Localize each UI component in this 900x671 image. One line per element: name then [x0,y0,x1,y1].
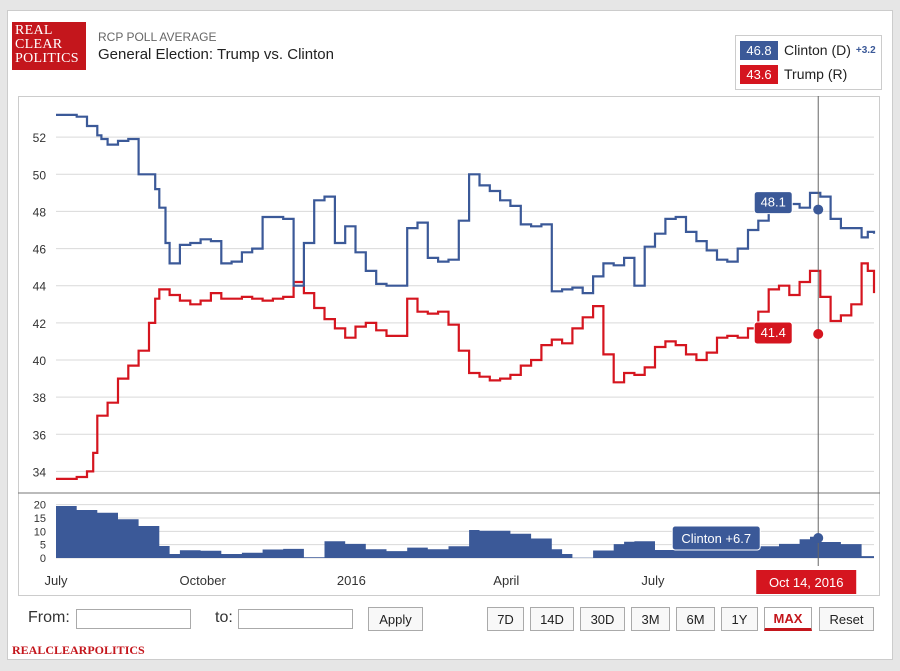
x-tick-label: April [493,573,519,588]
y-tick-label: 40 [33,354,47,368]
spread-y-tick-label: 15 [34,513,46,525]
from-date-input[interactable] [76,609,191,629]
logo-line: POLITICS [15,51,79,66]
spread-y-tick-label: 5 [40,540,46,552]
y-tick-label: 50 [33,168,47,182]
spread-y-tick-label: 20 [34,500,46,512]
y-tick-label: 42 [33,317,47,331]
spread-y-tick-label: 0 [40,553,46,565]
y-tick-label: 34 [33,465,47,479]
cursor-date-text: Oct 14, 2016 [769,575,843,590]
range-1y-button[interactable]: 1Y [721,607,758,631]
spread-cursor-dot [813,533,824,543]
y-tick-label: 38 [33,391,47,405]
x-tick-label: July [44,573,68,588]
chart-area [18,96,880,596]
legend-trump-value: 43.6 [740,64,778,84]
range-max-button[interactable]: MAX [764,607,812,631]
range-controls: From: to: Apply 7D 14D 30D 3M 6M 1Y MAX … [18,600,880,640]
apply-button[interactable]: Apply [368,607,423,631]
reset-button[interactable]: Reset [819,607,874,631]
y-tick-label: 52 [33,131,47,145]
chart-title: General Election: Trump vs. Clinton [98,46,334,63]
logo-line: REAL [15,23,53,38]
footer-brand: REALCLEARPOLITICS [12,643,145,657]
chart-subtitle: RCP POLL AVERAGE [98,30,217,44]
range-6m-button[interactable]: 6M [676,607,715,631]
clinton-callout-box [753,191,793,215]
cursor-date-box [756,570,857,594]
logo-line: CLEAR [15,37,63,52]
rcp-logo: REAL CLEAR POLITICS [12,22,86,70]
legend: 46.8 Clinton (D) +3.2 43.6 Trump (R) [735,35,882,90]
spread-y-tick-label: 10 [34,526,46,538]
legend-clinton[interactable]: 46.8 Clinton (D) +3.2 [740,40,876,60]
y-tick-label: 44 [33,280,47,294]
trump-cursor-dot [813,329,824,339]
legend-clinton-name: Clinton (D) [784,42,851,58]
y-tick-label: 36 [33,428,47,442]
to-date-input[interactable] [238,609,353,629]
x-tick-label: 2016 [337,573,366,588]
clinton-callout-text: 48.1 [761,195,786,210]
to-label: to: [215,609,233,626]
legend-clinton-spread: +3.2 [855,44,876,56]
spread-callout-text: Clinton +6.7 [681,531,751,546]
range-30d-button[interactable]: 30D [580,607,625,631]
x-tick-label: October [180,573,227,588]
from-label: From: [28,609,70,626]
trump-callout-text: 41.4 [761,325,786,340]
legend-trump[interactable]: 43.6 Trump (R) [740,64,847,84]
y-tick-label: 48 [33,205,47,219]
spread-callout-box [671,525,761,551]
y-tick-label: 46 [33,243,47,257]
legend-clinton-value: 46.8 [740,40,778,60]
legend-trump-name: Trump (R) [784,66,848,82]
range-3m-button[interactable]: 3M [631,607,670,631]
range-7d-button[interactable]: 7D [487,607,524,631]
range-14d-button[interactable]: 14D [530,607,574,631]
clinton-line [56,113,876,295]
clinton-cursor-dot [813,204,824,215]
trump-callout-box [753,321,793,345]
spread-area [56,506,874,558]
trump-line [56,262,876,480]
x-tick-label: July [641,573,665,588]
